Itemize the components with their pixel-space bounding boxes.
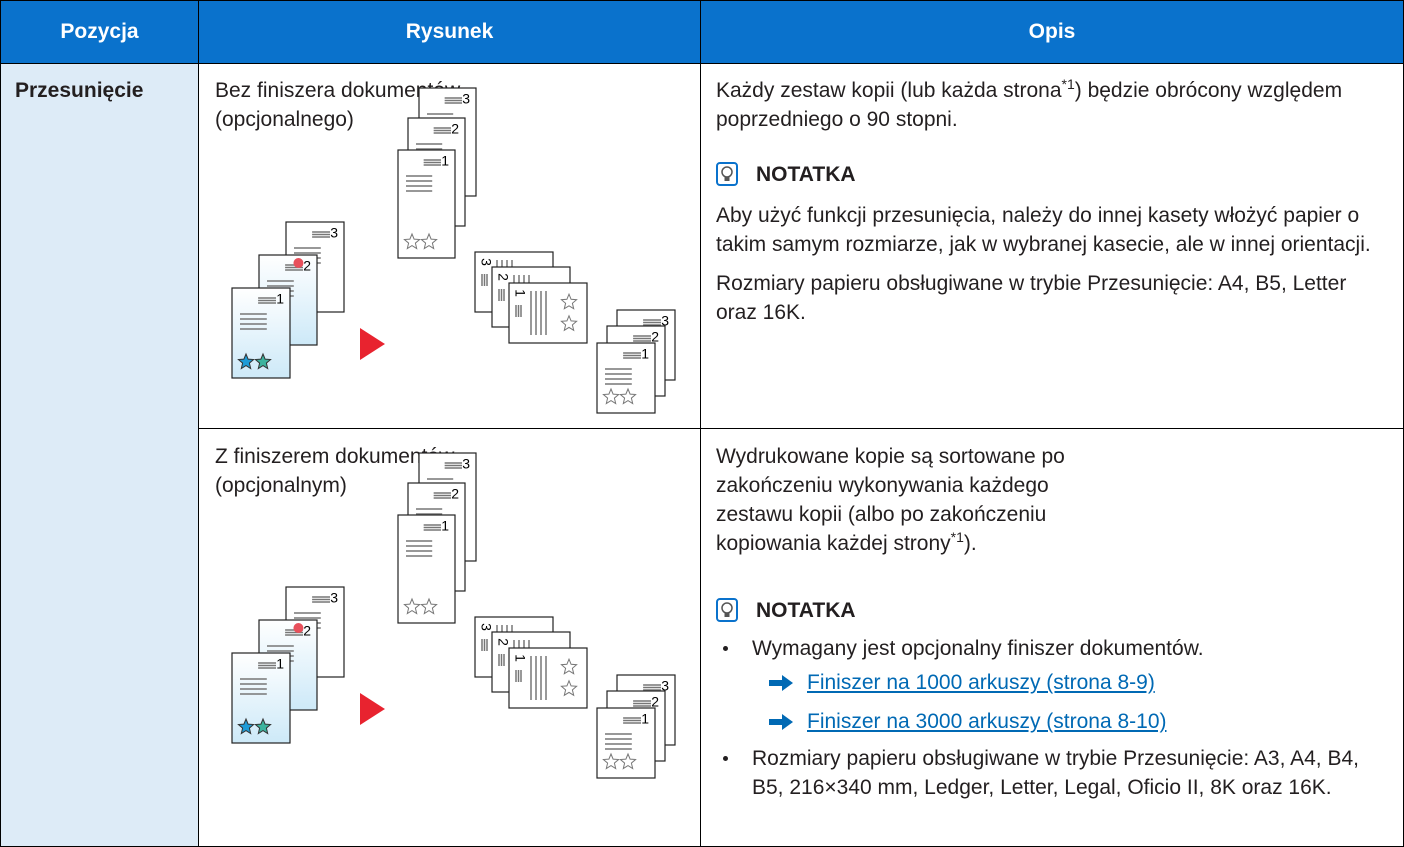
link-arrow [769, 674, 793, 691]
text: Wydrukowane kopie są sortowane po zakońc… [716, 445, 1065, 555]
caption: (opcjonalnego) [215, 108, 354, 131]
item-text: Przesunięcie [15, 79, 144, 102]
header-cell: Opis [700, 0, 1404, 64]
caption: (opcjonalnym) [215, 474, 347, 497]
intro: Wydrukowane kopie są sortowane po zakońc… [716, 442, 1114, 558]
note-title: NOTATKA [756, 162, 856, 186]
footnote-ref: *1 [950, 529, 964, 545]
link-row: Finiszer na 3000 arkuszy (strona 8-10) [716, 702, 1389, 741]
text: Każdy zestaw kopii (lub każda strona [716, 79, 1062, 102]
figure-cell: Z finiszerem dokumentów (opcjonalnym) [198, 428, 701, 847]
note-header: NOTATKA [716, 154, 1389, 194]
note-paragraph: Aby użyć funkcji przesunięcia, należy do… [716, 204, 1371, 256]
header-cell: Pozycja [0, 0, 199, 64]
description-cell: Każdy zestaw kopii (lub każda strona*1) … [700, 63, 1404, 429]
link-row: Finiszer na 1000 arkuszy (strona 8-9) [716, 663, 1389, 702]
link-arrow [769, 713, 793, 730]
note-icon [716, 598, 738, 622]
header-text: Pozycja [60, 20, 139, 43]
footnote-ref: *1 [1061, 76, 1075, 92]
note-paragraph: Rozmiary papieru obsługiwane w trybie Pr… [716, 272, 1347, 324]
header-cell: Rysunek [198, 0, 701, 64]
intro: Każdy zestaw kopii (lub każda strona*1) … [716, 76, 1389, 134]
item-cell: Przesunięcie [0, 63, 199, 847]
text: ) będzie obrócony względem poprzedniego … [716, 79, 1343, 131]
note-icon [716, 162, 738, 186]
note-header: NOTATKA [716, 590, 1389, 630]
text: ). [963, 532, 977, 555]
link[interactable]: Finiszer na 3000 arkuszy (strona 8-10) [807, 710, 1167, 733]
header-text: Opis [1028, 20, 1076, 43]
caption: Bez finiszera dokumentów [215, 79, 461, 102]
header-text: Rysunek [405, 20, 494, 43]
figure-cell: Bez finiszera dokumentów (opcjonalnego) [198, 63, 701, 429]
bullet: Rozmiary papieru obsługiwane w trybie Pr… [716, 744, 1389, 802]
link[interactable]: Finiszer na 1000 arkuszy (strona 8-9) [807, 671, 1155, 694]
caption: Z finiszerem dokumentów [215, 445, 455, 468]
description-cell: Wydrukowane kopie są sortowane po zakońc… [700, 428, 1404, 847]
bullet: Wymagany jest opcjonalny finiszer dokume… [716, 634, 1389, 663]
note-title: NOTATKA [756, 598, 856, 622]
